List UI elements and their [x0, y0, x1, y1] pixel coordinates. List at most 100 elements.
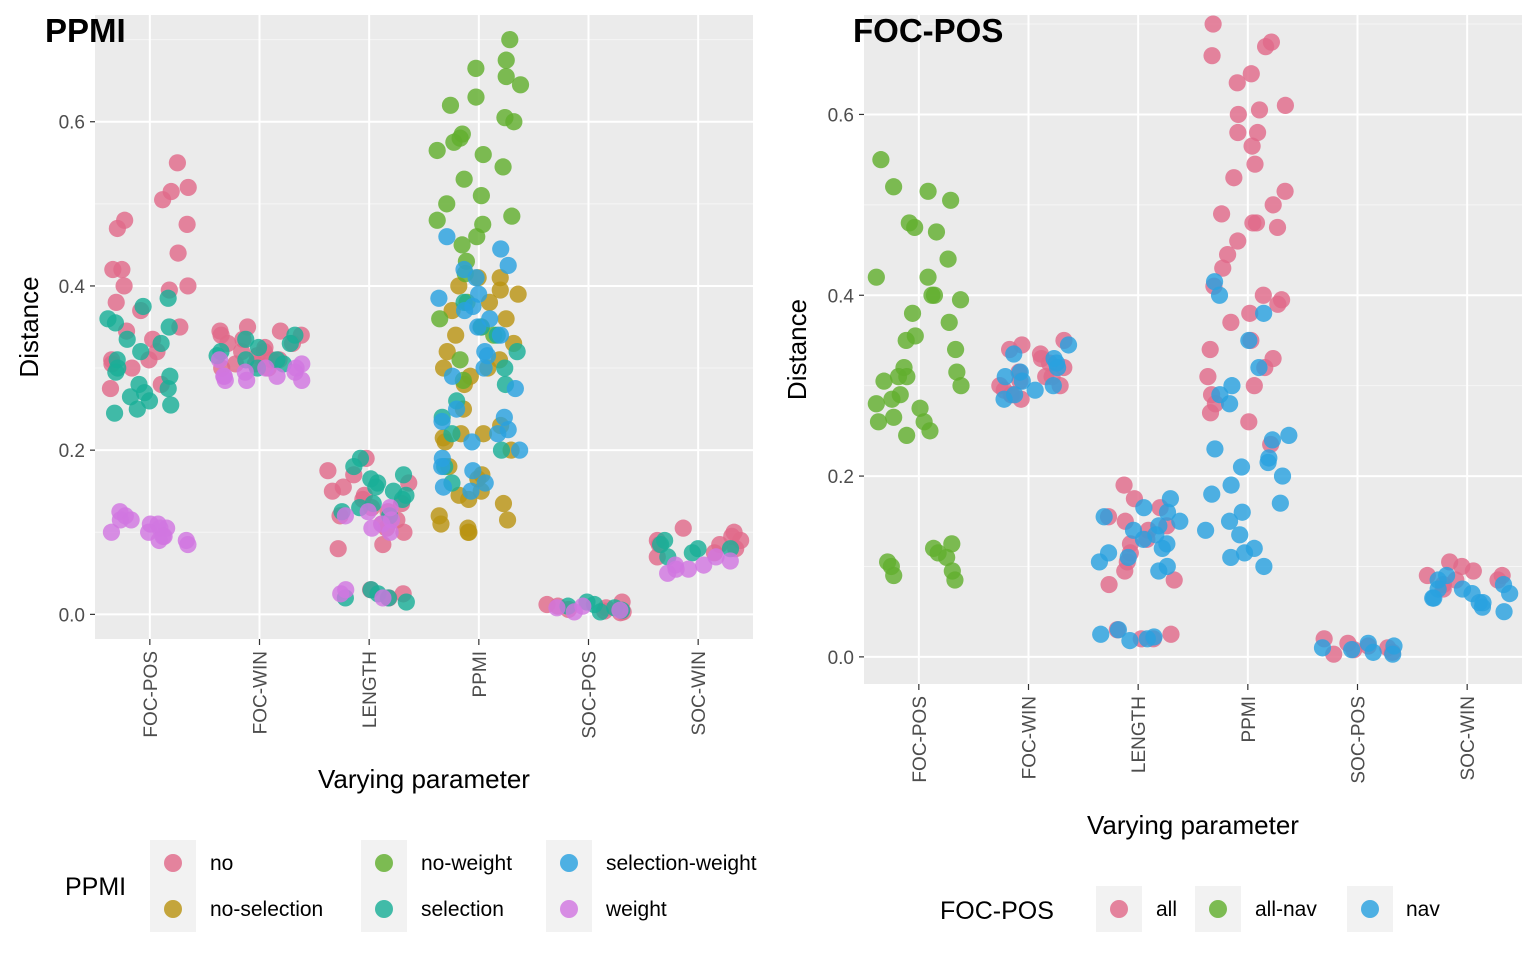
point-selection-weight-ppmi	[443, 367, 462, 385]
legend-label-all-nav: all-nav	[1255, 898, 1317, 921]
point-all-nav-foc-pos	[911, 399, 929, 417]
legend-key-all-nav	[1209, 900, 1227, 918]
point-no-foc-pos	[123, 359, 141, 377]
point-no-foc-pos	[179, 277, 197, 295]
legend-key-no	[164, 854, 182, 872]
plot-panel-background	[864, 15, 1522, 684]
point-all-ppmi	[1246, 155, 1264, 173]
legend-label-no-selection: no-selection	[210, 898, 323, 921]
point-all-length	[1165, 571, 1183, 589]
point-selection-foc-pos	[162, 396, 180, 414]
point-nav-soc-win	[1495, 603, 1513, 621]
x-tick-label-soc-win: SOC-WIN	[689, 651, 710, 735]
point-no-weight-ppmi	[511, 76, 530, 94]
point-selection-soc-win	[721, 540, 740, 558]
legend-label-nav: nav	[1406, 898, 1440, 921]
point-no-weight-ppmi	[438, 195, 456, 213]
point-selection-foc-pos	[159, 379, 177, 398]
point-no-weight-ppmi	[441, 96, 460, 114]
point-nav-foc-win	[1048, 358, 1067, 377]
point-all-soc-win	[1464, 562, 1482, 580]
x-tick-label-ppmi: PPMI	[470, 651, 491, 697]
point-selection-weight-ppmi	[506, 379, 524, 398]
point-weight-foc-win	[293, 371, 311, 389]
point-weight-foc-pos	[150, 531, 168, 550]
point-no-weight-ppmi	[503, 207, 521, 225]
point-selection-weight-ppmi	[511, 441, 529, 459]
point-weight-soc-win	[707, 548, 725, 566]
point-selection-weight-ppmi	[475, 359, 493, 377]
point-nav-length	[1138, 630, 1156, 648]
y-tick-label: 0.2	[828, 467, 854, 488]
point-nav-soc-win	[1501, 584, 1519, 603]
point-all-nav-foc-pos	[885, 408, 903, 426]
point-no-selection-ppmi	[491, 269, 509, 287]
point-nav-soc-win	[1425, 589, 1443, 607]
point-weight-foc-pos	[179, 535, 197, 554]
point-nav-ppmi	[1255, 304, 1273, 322]
y-axis-title: Distance	[782, 299, 812, 400]
point-all-ppmi	[1229, 105, 1247, 124]
point-weight-soc-win	[659, 564, 677, 582]
point-no-weight-ppmi	[501, 31, 519, 49]
point-all-nav-foc-pos	[898, 368, 916, 386]
y-tick-label: 0.6	[828, 105, 854, 126]
point-all-nav-foc-pos	[875, 372, 893, 390]
point-no-foc-win	[271, 322, 290, 340]
point-nav-ppmi	[1203, 485, 1221, 503]
point-all-nav-foc-pos	[867, 395, 885, 413]
point-no-weight-ppmi	[455, 170, 473, 188]
point-selection-weight-ppmi	[464, 462, 482, 480]
point-selection-foc-pos	[159, 289, 177, 307]
point-selection-length	[393, 490, 412, 509]
point-no-foc-pos	[169, 244, 187, 262]
point-nav-ppmi	[1221, 395, 1239, 413]
point-no-foc-pos	[154, 191, 172, 209]
point-selection-weight-ppmi	[463, 433, 481, 451]
point-no-weight-ppmi	[451, 351, 469, 369]
point-nav-soc-pos	[1384, 645, 1402, 663]
point-nav-length	[1121, 632, 1139, 650]
point-selection-weight-ppmi	[491, 326, 510, 344]
data-points	[867, 15, 1519, 663]
legend-label-weight: weight	[605, 898, 667, 921]
point-no-soc-win	[674, 519, 692, 537]
point-all-nav-foc-pos	[938, 548, 956, 567]
point-nav-soc-pos	[1343, 641, 1361, 659]
chart-ppmi: 0.0 0.2 0.4 0.6 FOC-POS FOC-WIN LENGTH PPMI SOC-…	[14, 12, 757, 932]
point-selection-length	[394, 466, 413, 484]
point-all-ppmi	[1229, 123, 1247, 142]
point-selection-weight-ppmi	[448, 400, 466, 418]
legend-title: PPMI	[65, 873, 126, 901]
legend-key-no-weight	[375, 854, 393, 872]
x-tick-label-length: LENGTH	[360, 651, 381, 728]
point-weight-length	[332, 585, 350, 603]
point-nav-ppmi	[1259, 453, 1277, 472]
y-tick-label: 0.0	[59, 605, 85, 626]
point-selection-weight-ppmi	[462, 482, 480, 500]
point-nav-ppmi	[1222, 548, 1240, 567]
point-selection-foc-pos	[132, 343, 150, 361]
point-nav-foc-win	[1026, 381, 1044, 399]
point-all-nav-foc-pos	[919, 268, 937, 286]
point-all-nav-foc-pos	[885, 178, 903, 196]
point-all-length	[1115, 476, 1133, 494]
point-no-foc-pos	[179, 178, 197, 197]
point-no-selection-ppmi	[447, 326, 465, 344]
point-nav-foc-win	[1044, 377, 1062, 395]
point-weight-soc-win	[679, 560, 698, 578]
point-no-weight-ppmi	[494, 158, 512, 176]
point-nav-ppmi	[1196, 521, 1215, 539]
point-no-foc-pos	[115, 277, 133, 295]
point-no-weight-ppmi	[497, 67, 515, 86]
point-nav-foc-win	[1005, 345, 1023, 363]
y-tick-label: 0.2	[59, 441, 85, 462]
point-no-weight-ppmi	[453, 236, 471, 254]
point-all-ppmi	[1241, 304, 1259, 322]
point-selection-weight-ppmi	[492, 240, 510, 258]
point-weight-foc-pos	[122, 511, 140, 529]
point-nav-foc-win	[995, 390, 1013, 408]
y-tick-label: 0.0	[828, 648, 854, 669]
point-all-ppmi	[1248, 123, 1267, 142]
point-weight-soc-pos	[611, 601, 629, 619]
